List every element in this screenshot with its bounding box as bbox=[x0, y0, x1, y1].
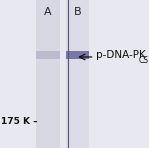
Bar bbox=[66, 51, 89, 59]
Text: A: A bbox=[44, 7, 52, 17]
Bar bbox=[66, 0, 89, 148]
Text: p-DNA-PK: p-DNA-PK bbox=[96, 50, 146, 61]
Text: 175 K –: 175 K – bbox=[1, 117, 38, 126]
Text: CS: CS bbox=[139, 56, 149, 65]
Bar bbox=[36, 51, 60, 59]
Text: B: B bbox=[74, 7, 81, 17]
Bar bbox=[36, 0, 60, 148]
